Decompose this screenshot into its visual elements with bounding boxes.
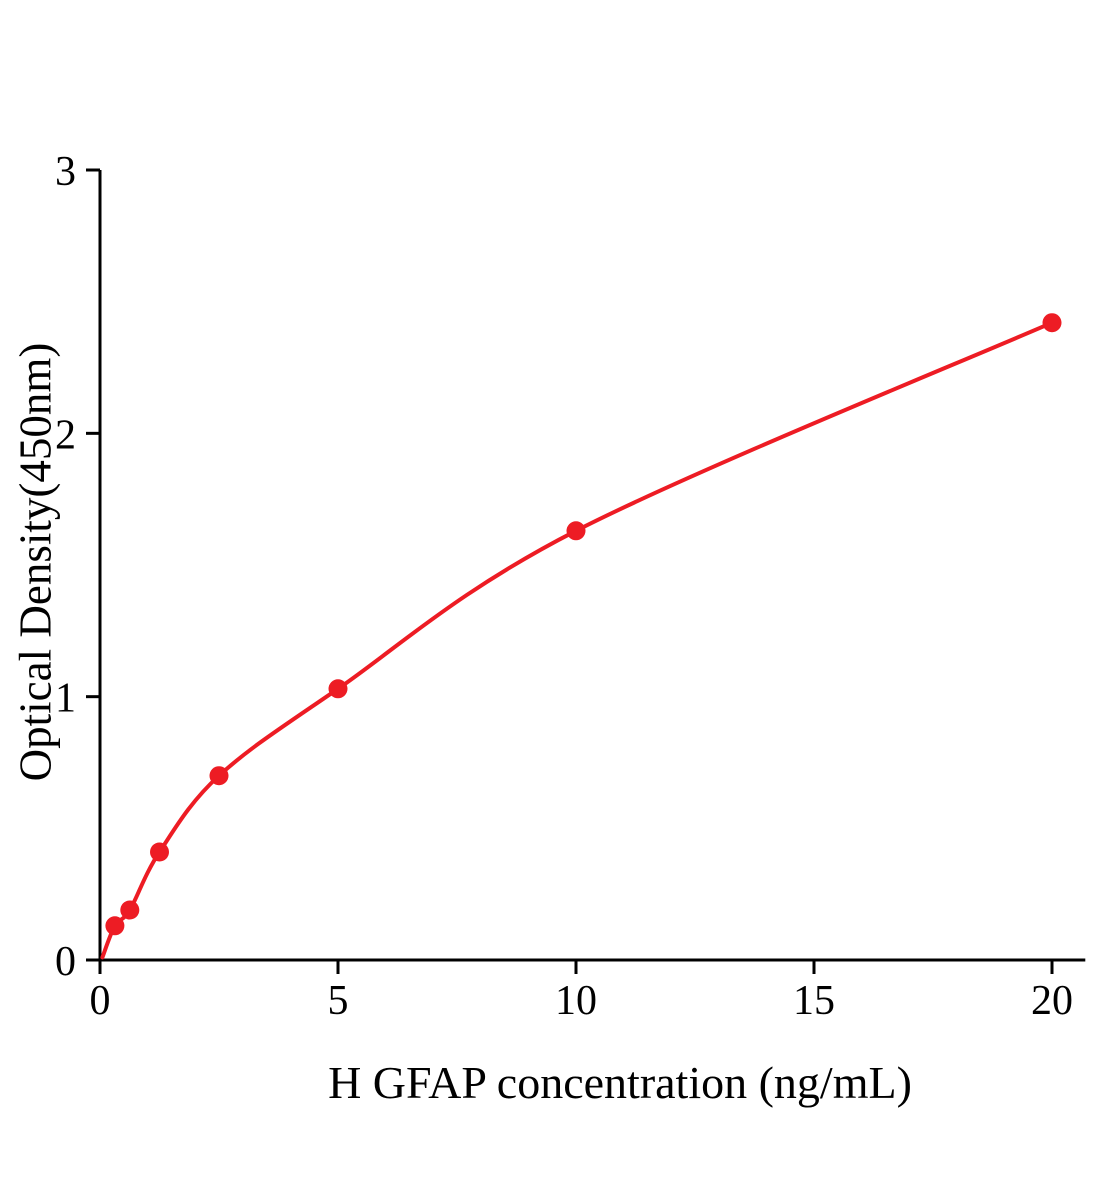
x-tick-label: 20 <box>1031 978 1073 1024</box>
data-point <box>566 521 586 541</box>
data-point <box>209 766 229 786</box>
x-tick-label: 0 <box>90 978 111 1024</box>
fit-curve <box>100 320 1054 960</box>
x-tick-label: 10 <box>555 978 597 1024</box>
x-tick-label: 5 <box>328 978 349 1024</box>
data-point <box>150 842 169 862</box>
x-axis-title: H GFAP concentration (ng/mL) <box>328 1057 912 1108</box>
data-point <box>1042 313 1062 333</box>
y-tick-label: 3 <box>55 149 76 195</box>
y-tick-label: 0 <box>55 939 76 985</box>
x-tick-label: 15 <box>793 978 835 1024</box>
y-tick-label: 2 <box>55 412 76 458</box>
y-tick-label: 1 <box>55 676 76 722</box>
y-axis-title: Optical Density(450nm) <box>10 342 61 782</box>
data-point <box>105 916 125 936</box>
data-point <box>120 900 140 920</box>
data-point <box>328 679 348 699</box>
